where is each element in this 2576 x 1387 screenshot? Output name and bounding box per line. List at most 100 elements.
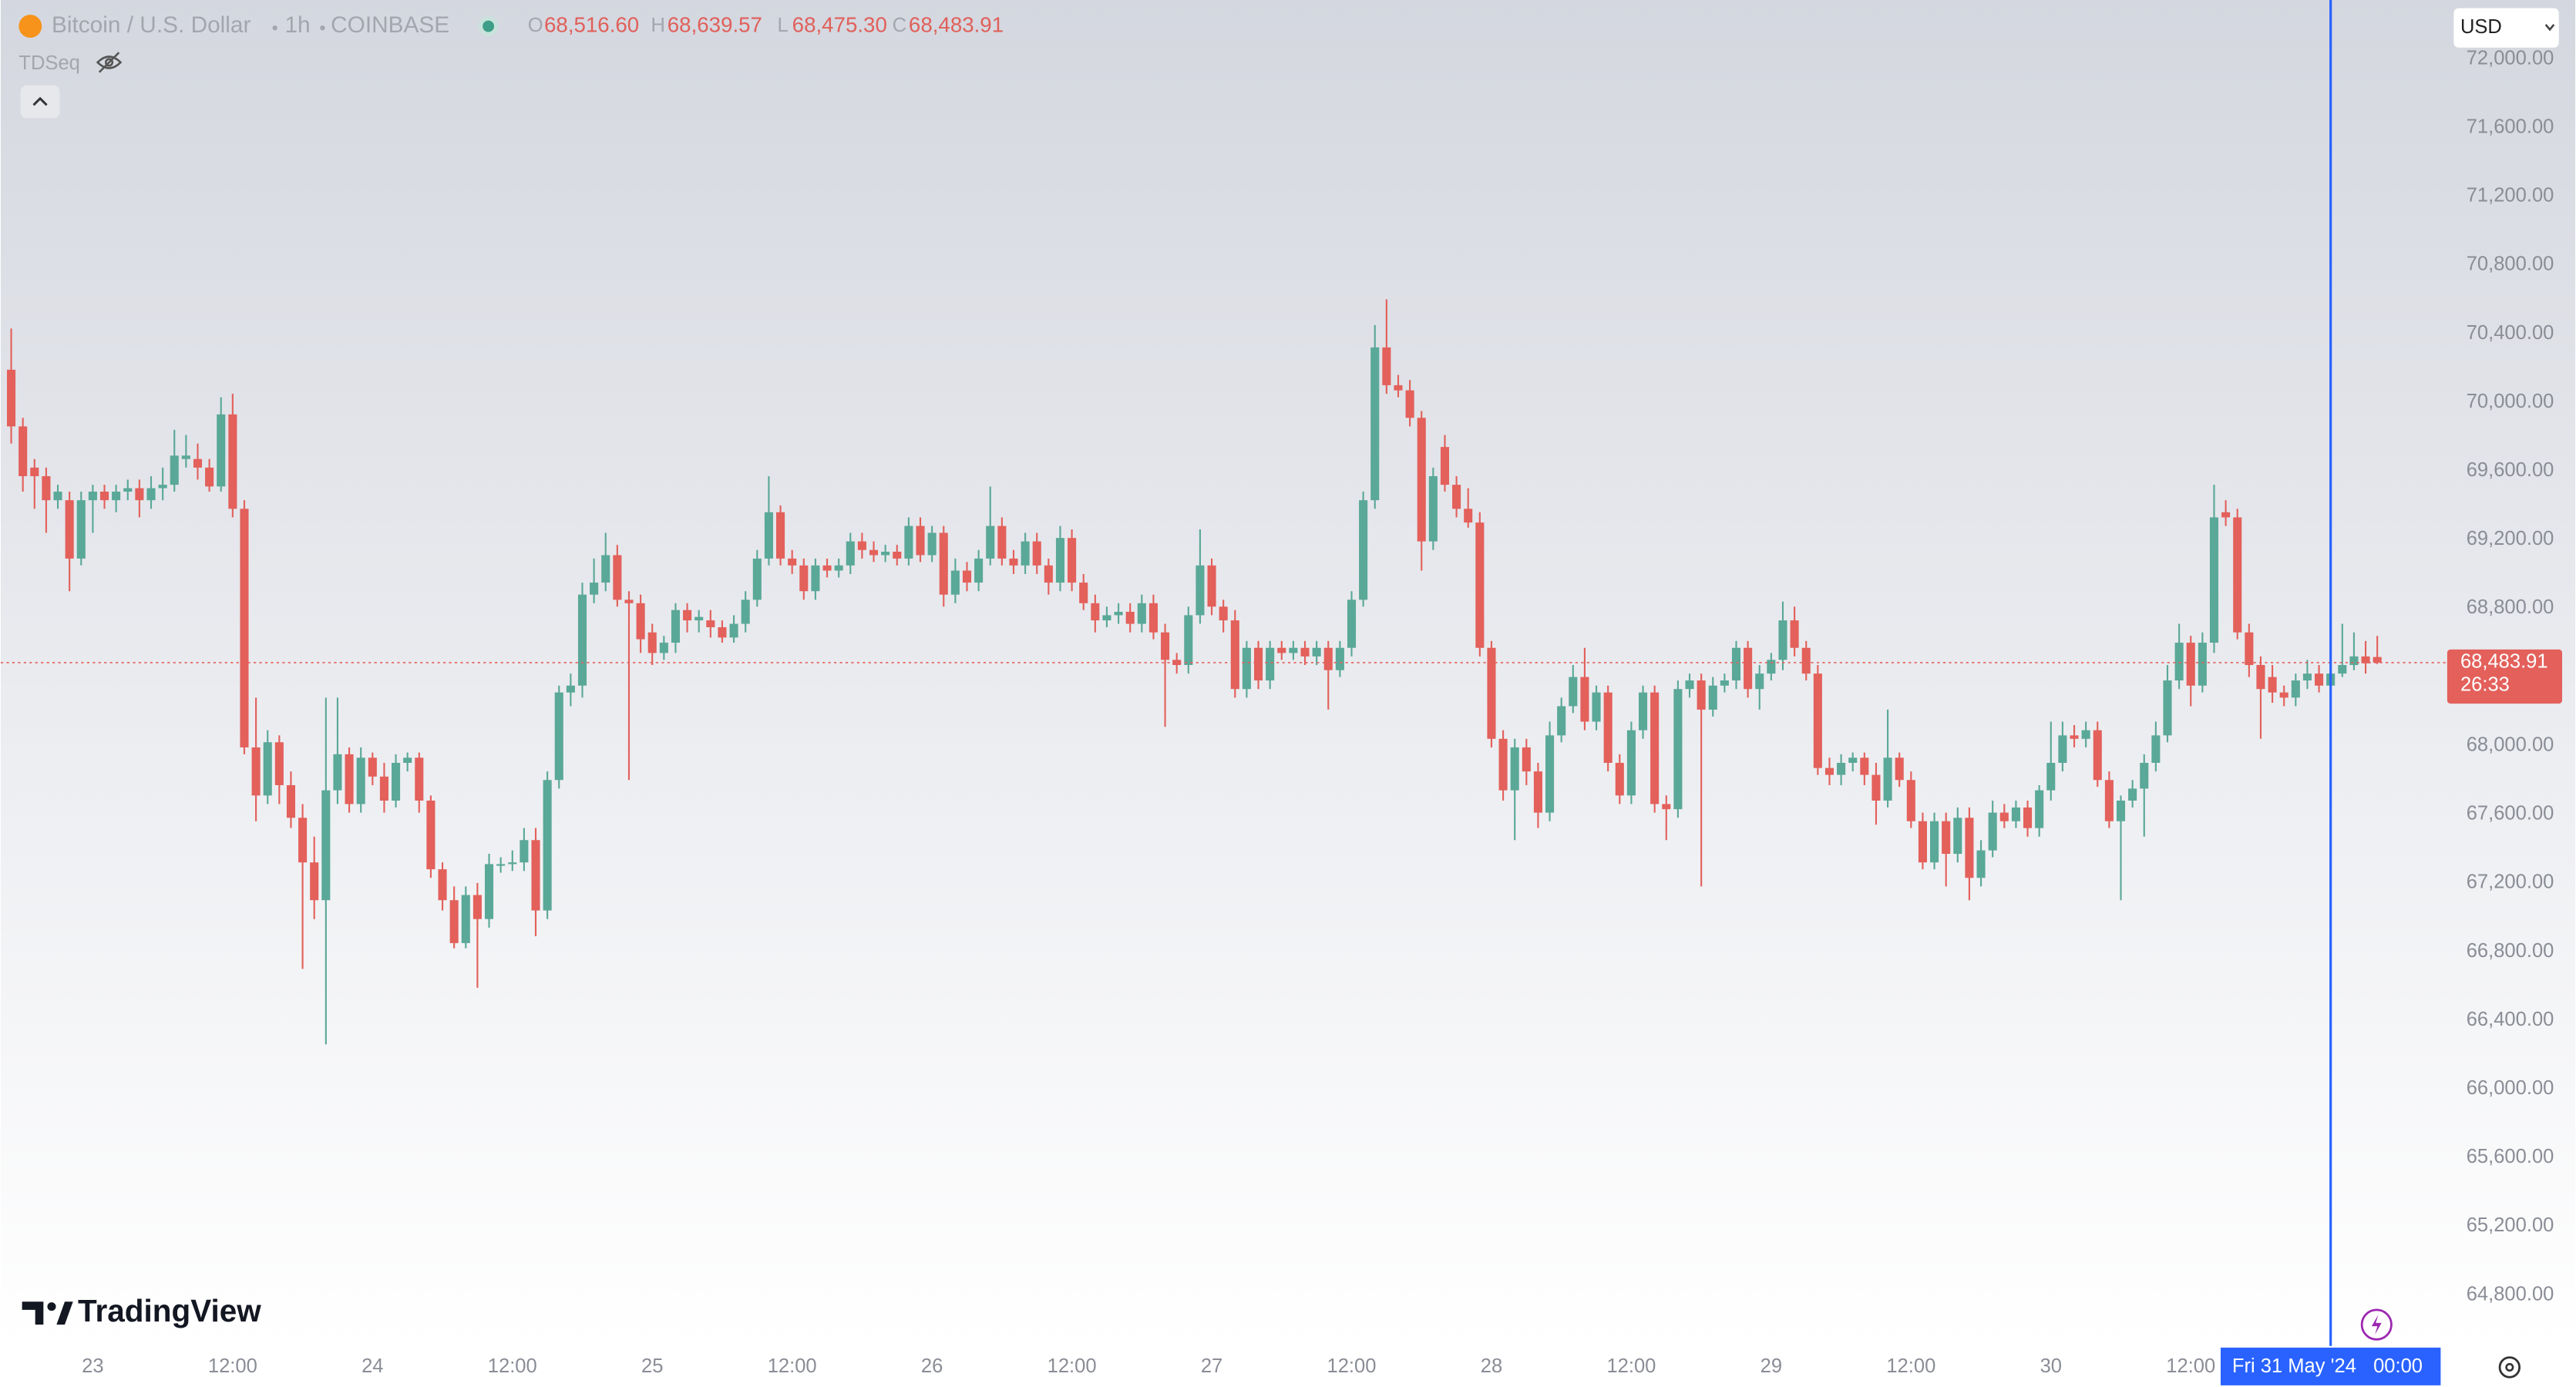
y-tick-label: 68,000.00 bbox=[2467, 734, 2554, 755]
candle-body bbox=[1091, 603, 1100, 621]
candle-body bbox=[123, 488, 133, 492]
candle-body bbox=[1405, 390, 1414, 418]
candle-body bbox=[2291, 680, 2300, 698]
overlay: Bitcoin / U.S. Dollar 1h COINBASE O 68,5… bbox=[18, 8, 2559, 1379]
candle-body bbox=[1638, 692, 1648, 730]
candle-body bbox=[624, 599, 634, 603]
candle-body bbox=[613, 555, 622, 600]
candle-body bbox=[1044, 565, 1053, 583]
candle-body bbox=[1953, 818, 1962, 855]
x-tick-label: 12:00 bbox=[1048, 1355, 1097, 1377]
candle-body bbox=[403, 757, 412, 763]
candle-body bbox=[2093, 730, 2102, 781]
candle-body bbox=[1837, 762, 1846, 775]
candle-body bbox=[2268, 677, 2277, 693]
candle-body bbox=[916, 526, 925, 556]
candle-body bbox=[274, 742, 284, 785]
candle-body bbox=[950, 570, 960, 595]
candle-body bbox=[811, 565, 820, 592]
candle-body bbox=[1662, 804, 1671, 810]
background bbox=[0, 0, 2576, 1346]
candle-body bbox=[1394, 385, 1403, 391]
settings-button[interactable] bbox=[2498, 1356, 2521, 1379]
candle-body bbox=[1487, 647, 1496, 739]
candle-body bbox=[1895, 757, 1904, 781]
currency[interactable]: USD bbox=[2460, 16, 2502, 38]
candle-body bbox=[2198, 643, 2207, 686]
candle-body bbox=[2233, 517, 2242, 633]
candle-body bbox=[30, 467, 39, 476]
candle-body bbox=[2023, 807, 2033, 828]
candle-body bbox=[1860, 757, 1869, 775]
candle-body bbox=[1848, 757, 1858, 763]
candle-body bbox=[1767, 660, 1776, 674]
separator bbox=[272, 25, 277, 31]
candle-body bbox=[1125, 611, 1135, 624]
candle-body bbox=[577, 594, 587, 686]
x-tick-label: 12:00 bbox=[1886, 1355, 1935, 1377]
candle-body bbox=[193, 458, 203, 468]
candle-body bbox=[76, 500, 86, 559]
ohlc-value: 68,483.91 bbox=[909, 12, 1004, 36]
x-tick-label: 25 bbox=[641, 1355, 663, 1377]
candle-body bbox=[893, 551, 902, 559]
candle-body bbox=[53, 492, 62, 501]
candle-body bbox=[694, 616, 704, 621]
candle-body bbox=[1382, 347, 1391, 385]
candle-body bbox=[1685, 680, 1694, 690]
lightning-button[interactable] bbox=[2360, 1308, 2393, 1341]
x-tick-label: 12:00 bbox=[2166, 1355, 2215, 1377]
candle-body bbox=[2256, 665, 2265, 690]
candle-body bbox=[2279, 692, 2288, 698]
candle-body bbox=[1196, 565, 1205, 616]
hide-icon[interactable] bbox=[96, 52, 123, 73]
y-tick-label: 65,600.00 bbox=[2467, 1146, 2554, 1167]
candle-body bbox=[1918, 821, 1927, 863]
candle-body bbox=[1207, 565, 1216, 607]
candle-body bbox=[1673, 689, 1683, 810]
collapse-button[interactable] bbox=[20, 85, 60, 119]
candle-body bbox=[683, 610, 692, 621]
brand: TradingView bbox=[78, 1293, 261, 1328]
candle-body bbox=[1906, 780, 1915, 821]
candle-body bbox=[1452, 485, 1461, 509]
countdown: 26:33 bbox=[2460, 673, 2510, 695]
indicator-name[interactable]: TDSeq bbox=[18, 52, 80, 74]
candle-body bbox=[636, 603, 645, 640]
status-dot bbox=[483, 20, 495, 32]
candle-body bbox=[146, 488, 156, 501]
candle-body bbox=[2209, 517, 2219, 643]
candle-body bbox=[986, 526, 995, 559]
candle-body bbox=[2245, 632, 2254, 666]
x-tick-label: 12:00 bbox=[208, 1355, 257, 1377]
candle-body bbox=[2081, 730, 2090, 739]
candle-body bbox=[1335, 647, 1344, 670]
candle-body bbox=[2035, 790, 2044, 828]
candle-body bbox=[997, 526, 1007, 559]
candle-body bbox=[1999, 812, 2009, 821]
candle-body bbox=[1428, 475, 1438, 542]
candle-body bbox=[1347, 599, 1357, 648]
exchange: COINBASE bbox=[331, 12, 449, 38]
candle-body bbox=[135, 488, 144, 501]
currency-button[interactable]: USD bbox=[2453, 8, 2559, 48]
candle-body bbox=[2302, 673, 2312, 681]
candle-body bbox=[1219, 606, 1228, 621]
candle-body bbox=[1813, 673, 1822, 768]
candle-body bbox=[1942, 821, 1951, 855]
y-tick-label: 72,000.00 bbox=[2467, 47, 2554, 69]
candle-body bbox=[42, 475, 51, 501]
candle-body bbox=[263, 742, 272, 796]
price-label-bg bbox=[2447, 649, 2563, 704]
candle-body bbox=[1464, 509, 1473, 523]
candle-body bbox=[88, 492, 97, 501]
candle-body bbox=[1148, 603, 1158, 633]
candle-body bbox=[65, 500, 74, 559]
candle-body bbox=[718, 627, 727, 638]
ohlc-key: L bbox=[778, 15, 789, 36]
candle-body bbox=[1755, 673, 1764, 690]
candle-body bbox=[2151, 735, 2161, 763]
candle-body bbox=[1533, 771, 1542, 813]
candle-body bbox=[741, 599, 750, 624]
